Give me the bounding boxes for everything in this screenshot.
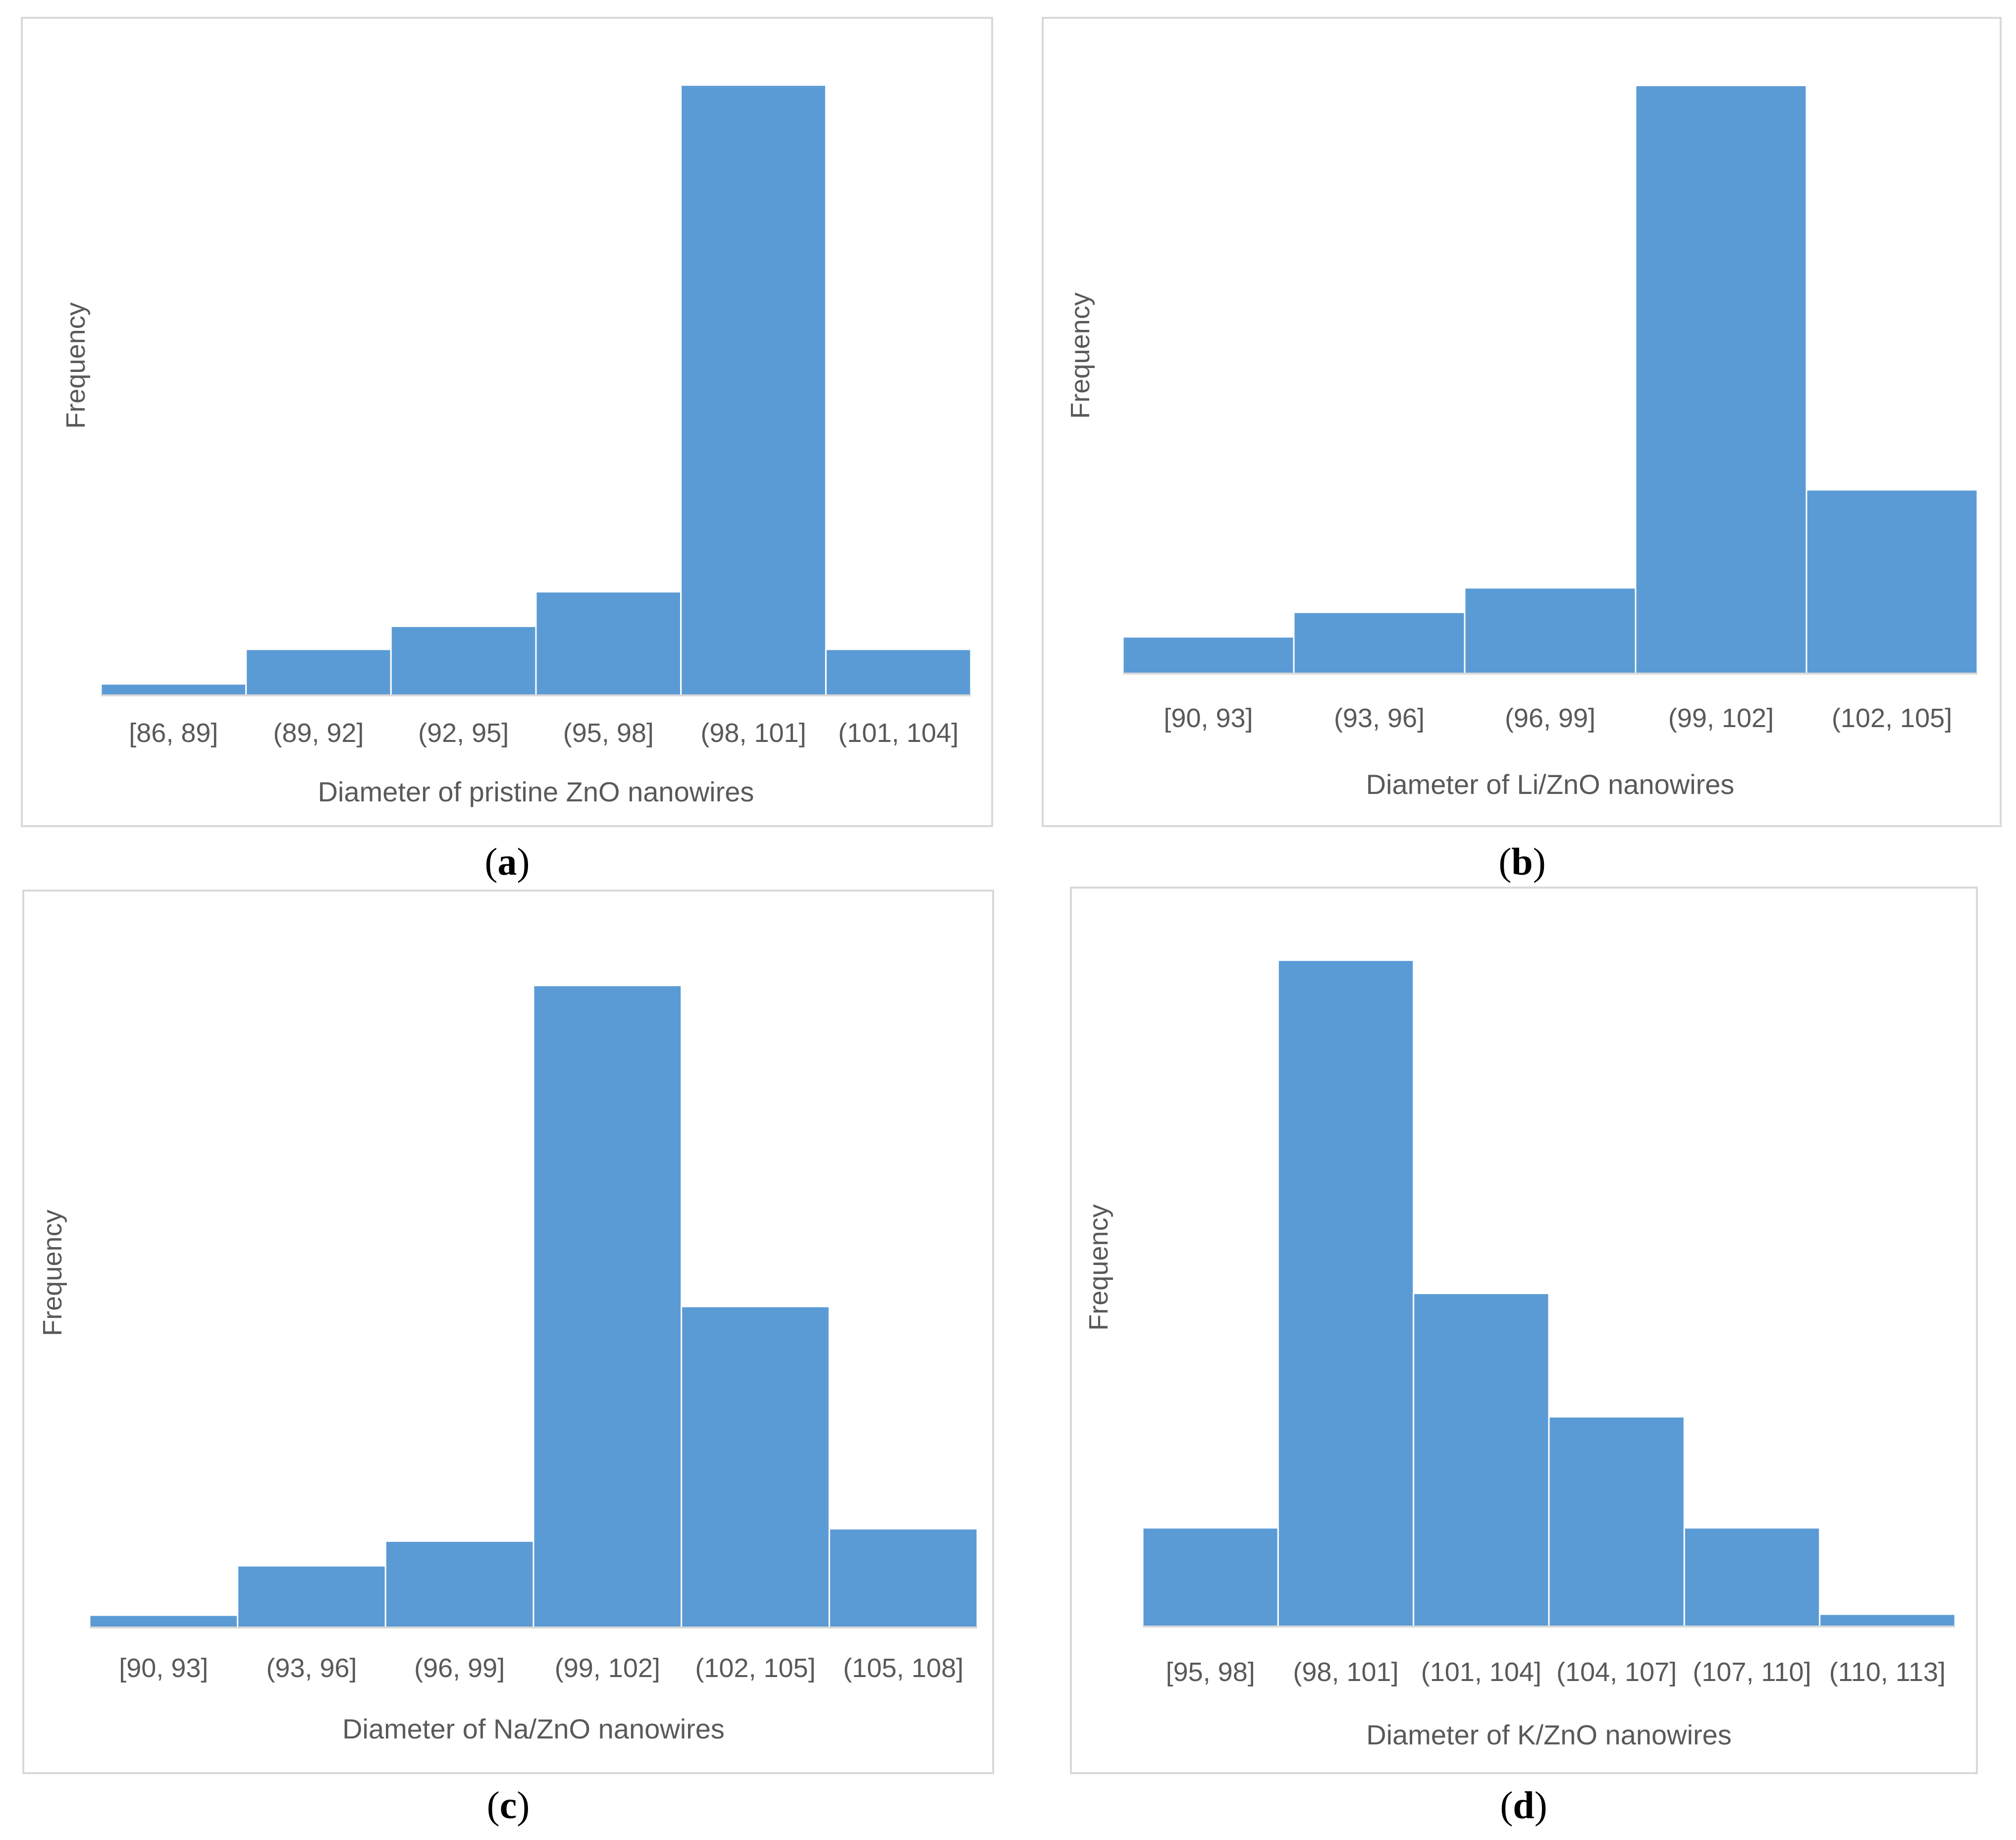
bar-a-1 bbox=[245, 648, 392, 696]
x-axis-title-c: Diameter of Na/ZnO nanowires bbox=[342, 1713, 725, 1744]
tick-label-b-1: (93, 96] bbox=[1334, 703, 1425, 733]
tick-label-b-3: (99, 102] bbox=[1668, 703, 1774, 733]
x-axis-title-d: Diameter of K/ZnO nanowires bbox=[1366, 1719, 1732, 1750]
chart-panel-c: [90, 93] (93, 96] (96, 99] (99, 102] (102, 1… bbox=[22, 890, 994, 1774]
tick-label-d-5: (110, 113] bbox=[1829, 1657, 1946, 1687]
tick-label-a-5: (101, 104] bbox=[838, 718, 958, 748]
tick-label-a-1: (89, 92] bbox=[273, 718, 364, 748]
chart-panel-b: [90, 93] (93, 96] (96, 99] (99, 102] (102, 1… bbox=[1042, 17, 2002, 827]
chart-panel-a: [86, 89] (89, 92] (92, 95] (95, 98] (98, 101… bbox=[21, 17, 993, 827]
tick-label-c-3: (99, 102] bbox=[555, 1653, 660, 1683]
caption-c: (c) bbox=[486, 1784, 530, 1827]
bar-a-0 bbox=[100, 683, 247, 696]
bar-c-2 bbox=[384, 1540, 534, 1629]
bar-c-1 bbox=[237, 1565, 386, 1629]
bar-d-5 bbox=[1819, 1613, 1956, 1628]
bar-a-2 bbox=[390, 626, 537, 696]
bar-b-0 bbox=[1122, 636, 1295, 675]
y-axis-title-a: Frequency bbox=[61, 302, 91, 428]
tick-label-a-4: (98, 101] bbox=[700, 718, 806, 748]
bar-c-4 bbox=[681, 1306, 830, 1629]
tick-label-d-3: (104, 107] bbox=[1556, 1657, 1677, 1687]
bar-c-5 bbox=[828, 1528, 978, 1629]
tick-label-b-2: (96, 99] bbox=[1505, 703, 1595, 733]
tick-label-c-0: [90, 93] bbox=[119, 1653, 208, 1683]
caption-d: (d) bbox=[1500, 1784, 1547, 1827]
tick-label-c-4: (102, 105] bbox=[695, 1653, 815, 1683]
bar-b-3 bbox=[1635, 84, 1807, 675]
bar-d-0 bbox=[1142, 1527, 1279, 1628]
tick-label-d-0: [95, 98] bbox=[1166, 1657, 1255, 1687]
tick-label-b-4: (102, 105] bbox=[1832, 703, 1952, 733]
tick-label-d-2: (101, 104] bbox=[1421, 1657, 1541, 1687]
tick-label-c-2: (96, 99] bbox=[414, 1653, 505, 1683]
y-axis-title-b: Frequency bbox=[1065, 292, 1095, 419]
bar-d-2 bbox=[1413, 1292, 1550, 1628]
bar-d-3 bbox=[1548, 1416, 1685, 1628]
tick-label-b-0: [90, 93] bbox=[1164, 703, 1253, 733]
tick-label-c-5: (105, 108] bbox=[843, 1653, 963, 1683]
x-axis-title-a: Diameter of pristine ZnO nanowires bbox=[318, 776, 754, 807]
tick-label-a-0: [86, 89] bbox=[129, 718, 218, 748]
caption-b: (b) bbox=[1498, 840, 1546, 883]
chart-svg-b: [90, 93] (93, 96] (96, 99] (99, 102] (102, 1… bbox=[1065, 84, 1978, 800]
bar-b-2 bbox=[1464, 587, 1637, 675]
bar-c-3 bbox=[532, 985, 683, 1629]
tick-label-d-4: (107, 110] bbox=[1693, 1657, 1811, 1687]
bar-d-4 bbox=[1683, 1527, 1821, 1628]
chart-svg-d: [95, 98] (98, 101] (101, 104] (104, 107] (10… bbox=[1084, 959, 1956, 1750]
bar-b-1 bbox=[1293, 611, 1466, 675]
bar-a-3 bbox=[535, 591, 682, 696]
chart-panel-d: [95, 98] (98, 101] (101, 104] (104, 107] (10… bbox=[1070, 887, 1978, 1774]
tick-label-a-2: (92, 95] bbox=[418, 718, 509, 748]
y-axis-title-d: Frequency bbox=[1084, 1204, 1114, 1330]
x-axis-title-b: Diameter of Li/ZnO nanowires bbox=[1366, 769, 1735, 800]
bar-b-4 bbox=[1805, 489, 1978, 675]
caption-a: (a) bbox=[484, 840, 530, 883]
bar-d-1 bbox=[1277, 959, 1415, 1628]
bar-a-4 bbox=[680, 84, 827, 696]
tick-label-c-1: (93, 96] bbox=[266, 1653, 357, 1683]
bar-c-0 bbox=[89, 1614, 239, 1629]
y-axis-title-c: Frequency bbox=[38, 1209, 67, 1336]
tick-label-d-1: (98, 101] bbox=[1293, 1657, 1398, 1687]
chart-svg-a: [86, 89] (89, 92] (92, 95] (95, 98] (98, 101… bbox=[61, 84, 972, 807]
bar-a-5 bbox=[825, 648, 972, 696]
tick-label-a-3: (95, 98] bbox=[563, 718, 654, 748]
chart-svg-c: [90, 93] (93, 96] (96, 99] (99, 102] (102, 1… bbox=[38, 985, 978, 1744]
